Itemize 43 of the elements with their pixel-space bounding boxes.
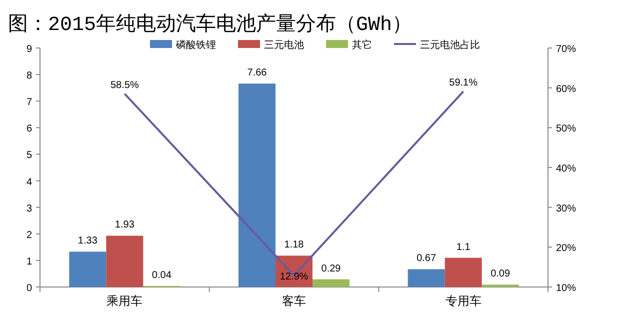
legend-label: 其它 [352,39,372,51]
data-label: 7.66 [247,68,268,79]
data-label: 1.33 [78,236,98,247]
y2-tick-label: 50% [556,124,576,135]
y-tick-label: 6 [26,124,32,135]
bar [312,279,350,287]
y-tick-label: 7 [26,97,32,108]
bar [106,236,144,287]
data-label: 0.09 [490,268,510,280]
bar [408,269,445,287]
y2-tick-label: 70% [556,44,576,55]
data-label: 58.5% [110,80,139,91]
y-tick-label: 1 [26,256,32,268]
y-tick-label: 2 [26,230,32,241]
bar [69,252,106,287]
y-tick-label: 0 [26,283,32,294]
y2-tick-label: 10% [556,283,576,294]
data-label: 0.67 [416,253,436,264]
y2-tick-label: 20% [556,243,576,254]
y-tick-label: 4 [26,176,32,188]
y-tick-label: 5 [26,150,32,162]
y2-tick-label: 40% [556,164,576,174]
y2-tick-label: 60% [556,84,576,95]
x-tick-label: 客车 [282,294,306,308]
x-tick-label: 乘用车 [106,294,143,308]
y-tick-label: 9 [26,44,32,55]
chart-title: 图：2015年纯电动汽车电池产量分布（GWh） [8,13,412,37]
legend-label: 三元电池占比 [420,39,480,51]
bar [238,84,276,287]
data-label: 1.18 [284,240,304,251]
data-label: 0.04 [152,270,172,281]
data-label: 1.93 [114,220,135,231]
data-label: 59.1% [449,77,478,88]
legend-label: 磷酸铁锂 [175,39,216,51]
y2-tick-label: 30% [556,203,576,214]
legend-label: 三元电池 [264,39,304,51]
x-tick-label: 专用车 [445,294,482,308]
data-label: 1.1 [456,242,471,253]
data-label: 0.29 [321,263,342,274]
data-label: 12.9% [280,271,308,282]
bar [444,258,482,287]
y-tick-label: 3 [26,203,32,214]
y-tick-label: 8 [26,70,32,82]
